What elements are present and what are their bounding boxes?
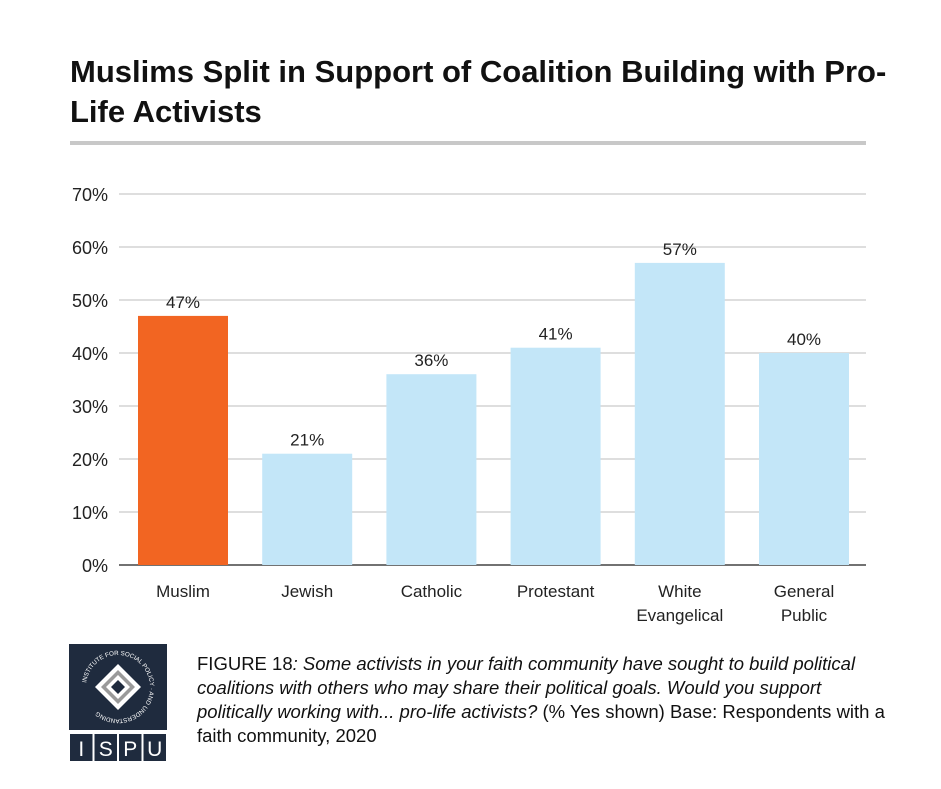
bar-general-public xyxy=(759,353,849,565)
bar-white-evangelical xyxy=(634,262,725,565)
bar-protestant xyxy=(510,347,601,565)
x-tick-label: Catholic xyxy=(401,582,463,601)
title-divider xyxy=(70,141,866,145)
x-tick-label: Public xyxy=(781,606,828,625)
logo-letter-box xyxy=(143,734,166,761)
bar-catholic xyxy=(386,374,477,565)
x-tick-label: Protestant xyxy=(517,582,595,601)
x-tick-label: Jewish xyxy=(281,582,333,601)
x-tick-label: White xyxy=(658,582,701,601)
bar-jewish xyxy=(262,453,353,565)
data-label: 47% xyxy=(166,293,200,312)
y-tick-label: 70% xyxy=(72,185,108,205)
x-tick-label: Muslim xyxy=(156,582,210,601)
data-label: 57% xyxy=(663,240,697,259)
logo-letter-box xyxy=(119,734,142,761)
data-label: 41% xyxy=(539,325,573,344)
logo-letter-box xyxy=(70,734,93,761)
y-tick-label: 60% xyxy=(72,238,108,258)
logo-letter: S xyxy=(99,738,113,761)
figure-base: (% Yes shown) Base: Respondents with a f… xyxy=(197,701,885,746)
y-tick-label: 40% xyxy=(72,344,108,364)
ispu-logo: INSTITUTE FOR SOCIAL POLICY · AND UNDERS… xyxy=(69,644,167,761)
y-tick-label: 10% xyxy=(72,503,108,523)
y-tick-label: 30% xyxy=(72,397,108,417)
figure-caption: FIGURE 18: Some activists in your faith … xyxy=(197,652,887,748)
figure-label: FIGURE 18 xyxy=(197,653,293,674)
y-tick-label: 20% xyxy=(72,450,108,470)
figure-question: : Some activists in your faith community… xyxy=(197,653,856,722)
bar-chart: 0% 10% 20% 30% 40% 50% 60% 70% 47% Muslim 21% Jewis… xyxy=(72,185,866,625)
logo-letter: I xyxy=(78,738,84,761)
chart-title: Muslims Split in Support of Coalition Bu… xyxy=(70,54,887,129)
y-tick-label: 0% xyxy=(82,556,108,576)
logo-letter: U xyxy=(147,738,162,761)
logo-letter-box xyxy=(94,734,117,761)
data-label: 21% xyxy=(290,431,324,450)
y-tick-label: 50% xyxy=(72,291,108,311)
logo-letter: P xyxy=(123,738,137,761)
data-label: 36% xyxy=(414,351,448,370)
x-tick-label: General xyxy=(774,582,834,601)
data-label: 40% xyxy=(787,330,821,349)
bar-muslim xyxy=(138,315,228,565)
x-tick-label: Evangelical xyxy=(636,606,723,625)
